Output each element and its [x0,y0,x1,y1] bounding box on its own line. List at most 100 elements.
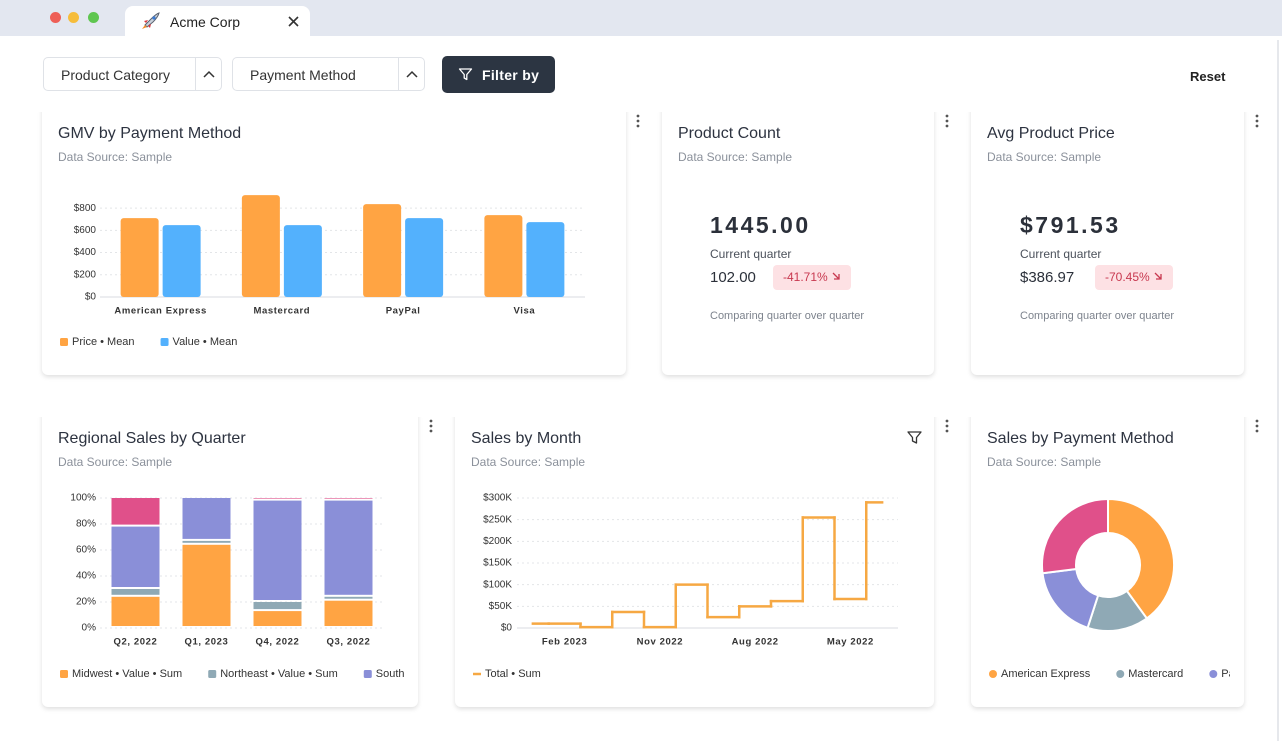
legend-swatch [1209,670,1218,678]
x-tick-label: Nov 2022 [637,637,684,648]
y-tick-label: 0% [82,623,97,634]
bar-segment [253,498,302,499]
legend-swatch [60,670,68,678]
y-tick-label: $200 [74,269,97,280]
bar-segment [111,498,160,525]
card [455,409,934,707]
product-category-select[interactable]: Product Category [43,57,222,91]
kpi-value: $791.53 [1020,212,1121,238]
bar-segment [182,544,231,626]
legend-label: American Express [1001,668,1091,680]
kpi-period: Current quarter [1020,247,1102,261]
kpi-previous: $386.97 [1020,269,1075,286]
bar-segment [324,600,373,626]
rocket-icon [142,12,160,29]
x-tick-label: American Express [114,306,207,317]
legend-label: Northeast • Value • Sum [220,668,338,680]
down-arrow [832,272,840,280]
select-label: Payment Method [250,67,356,83]
legend-label: Total • Sum [485,668,541,680]
tab-close[interactable] [288,16,299,27]
card-subtitle: Data Source: Sample [987,455,1102,469]
legend: Midwest • Value • Sum Northeast • Value •… [60,668,404,680]
close-dot[interactable] [50,12,61,23]
legend-label: Midwest • Value • Sum [72,668,182,680]
funnel-icon [458,68,473,81]
chevron [203,70,215,78]
y-tick-label: $400 [74,247,97,258]
maximize-dot[interactable] [88,12,99,23]
bar [526,222,565,297]
x-tick-label: PayPal [386,306,421,317]
kebab-menus[interactable] [429,114,1259,433]
bar-segment [111,596,160,626]
y-tick-label: 60% [76,545,96,556]
x-tick-label: Visa [513,306,535,317]
donut-slice [1107,497,1175,620]
card-subtitle: Data Source: Sample [58,150,173,164]
x-tick-label: May 2022 [827,637,874,648]
card-title: Regional Sales by Quarter [58,430,246,447]
chevron [406,70,418,78]
card [971,409,1244,707]
donut-slice [1041,497,1109,575]
bar-segment [182,540,231,543]
bar-segment [253,500,302,600]
card-subtitle: Data Source: Sample [678,150,793,164]
filter-icon[interactable] [907,431,922,444]
donut-slice [1041,567,1100,630]
card-title: GMV by Payment Method [58,125,242,142]
legend-label: PayPal [1221,668,1256,680]
button-label: Filter by [482,67,540,83]
card-subtitle: Data Source: Sample [471,455,586,469]
bar-segment [253,611,302,626]
y-tick-label: 100% [70,493,96,504]
y-tick-label: $50K [489,601,513,612]
minimize-dot[interactable] [68,12,79,23]
y-tick-label: $800 [74,203,97,214]
bar [405,218,444,297]
bar-segment [111,589,160,595]
card [971,104,1244,375]
kpi-previous: 102.00 [710,269,756,286]
bar [283,225,322,297]
bar-segment [324,498,373,499]
down-arrow [1154,272,1162,280]
x-tick-label: Feb 2023 [542,637,587,648]
bar-segment [111,526,160,587]
card-title: Sales by Payment Method [987,430,1174,447]
select-label: Product Category [61,67,170,83]
legend-label: Price • Mean [72,336,135,348]
y-tick-label: $0 [85,292,97,303]
payment-method-select[interactable]: Payment Method [232,57,425,91]
tab-title: Acme Corp [170,14,241,30]
y-tick-label: 20% [76,597,96,608]
x-tick-label: Q4, 2022 [256,637,300,648]
card-title: Avg Product Price [987,125,1115,142]
bar [484,215,523,297]
card-top-fade [0,395,1282,417]
bar [162,225,201,297]
bar-segment [253,602,302,610]
y-tick-label: 40% [76,571,96,582]
legend-swatch [160,338,169,346]
kpi-period: Current quarter [710,247,792,261]
card-subtitle: Data Source: Sample [987,150,1102,164]
y-tick-label: $0 [501,623,513,634]
y-tick-label: $100K [483,579,512,590]
reset-button[interactable]: Reset [1190,69,1226,84]
legend: Price • Mean Value • Mean [60,336,237,348]
browser-tab[interactable]: Acme Corp [125,6,310,36]
legend-label: Value • Mean [173,336,238,348]
card-title: Sales by Month [471,430,582,447]
legend-swatch [989,670,997,678]
bar-segment [324,500,373,595]
x-tick-label: Q2, 2022 [114,637,158,648]
y-tick-label: $150K [483,558,512,569]
kpi-change: -70.45% [1095,265,1174,290]
y-tick-label: $250K [483,514,512,525]
legend-label: Mastercard [1128,668,1183,680]
filter-button[interactable]: Filter by [442,56,555,93]
legend-swatch [1116,670,1125,678]
